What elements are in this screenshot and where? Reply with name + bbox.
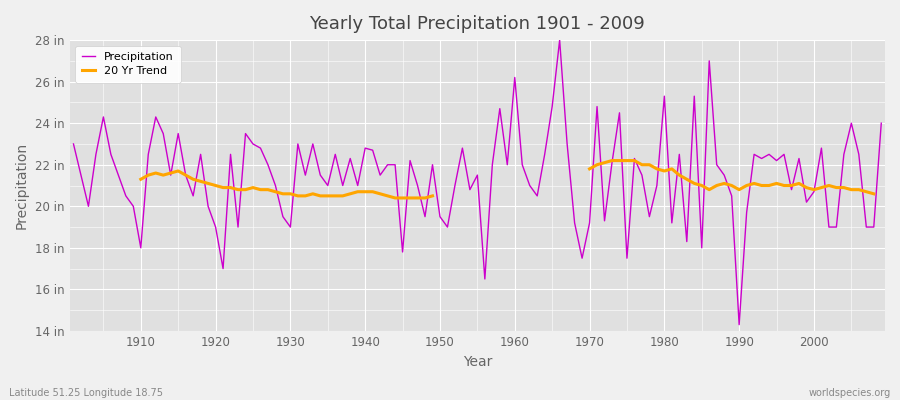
20 Yr Trend: [135, 177, 146, 182]
20 Yr Trend: [405, 196, 416, 200]
20 Yr Trend: [352, 189, 363, 194]
20 Yr Trend: [300, 194, 310, 198]
20 Yr Trend: [232, 187, 243, 192]
Text: worldspecies.org: worldspecies.org: [809, 388, 891, 398]
Precipitation: [876, 121, 886, 126]
20 Yr Trend: [225, 185, 236, 190]
20 Yr Trend: [419, 196, 430, 200]
20 Yr Trend: [292, 194, 303, 198]
20 Yr Trend: [240, 187, 251, 192]
20 Yr Trend: [270, 189, 281, 194]
20 Yr Trend: [277, 192, 288, 196]
Precipitation: [607, 160, 617, 165]
20 Yr Trend: [338, 194, 348, 198]
20 Yr Trend: [195, 179, 206, 184]
Precipitation: [128, 204, 139, 209]
20 Yr Trend: [330, 194, 341, 198]
X-axis label: Year: Year: [463, 355, 492, 369]
20 Yr Trend: [412, 196, 423, 200]
20 Yr Trend: [345, 192, 356, 196]
Y-axis label: Precipitation: Precipitation: [15, 142, 29, 229]
20 Yr Trend: [374, 192, 385, 196]
20 Yr Trend: [218, 185, 229, 190]
20 Yr Trend: [173, 168, 184, 173]
20 Yr Trend: [382, 194, 393, 198]
20 Yr Trend: [390, 196, 400, 200]
20 Yr Trend: [397, 196, 408, 200]
20 Yr Trend: [180, 173, 191, 178]
20 Yr Trend: [188, 177, 199, 182]
20 Yr Trend: [202, 181, 213, 186]
20 Yr Trend: [143, 173, 154, 178]
20 Yr Trend: [255, 187, 266, 192]
Title: Yearly Total Precipitation 1901 - 2009: Yearly Total Precipitation 1901 - 2009: [310, 15, 645, 33]
Precipitation: [338, 183, 348, 188]
Precipitation: [292, 142, 303, 146]
20 Yr Trend: [360, 189, 371, 194]
Precipitation: [734, 322, 744, 327]
Line: 20 Yr Trend: 20 Yr Trend: [140, 171, 433, 198]
20 Yr Trend: [315, 194, 326, 198]
20 Yr Trend: [211, 183, 221, 188]
Precipitation: [68, 142, 79, 146]
20 Yr Trend: [150, 171, 161, 176]
20 Yr Trend: [285, 192, 296, 196]
20 Yr Trend: [166, 171, 176, 176]
20 Yr Trend: [367, 189, 378, 194]
Precipitation: [509, 75, 520, 80]
20 Yr Trend: [248, 185, 258, 190]
20 Yr Trend: [308, 192, 319, 196]
20 Yr Trend: [263, 187, 274, 192]
Precipitation: [502, 162, 513, 167]
20 Yr Trend: [322, 194, 333, 198]
Precipitation: [554, 38, 565, 42]
Line: Precipitation: Precipitation: [74, 40, 881, 325]
Legend: Precipitation, 20 Yr Trend: Precipitation, 20 Yr Trend: [76, 46, 181, 82]
20 Yr Trend: [158, 173, 168, 178]
20 Yr Trend: [428, 194, 438, 198]
Text: Latitude 51.25 Longitude 18.75: Latitude 51.25 Longitude 18.75: [9, 388, 163, 398]
